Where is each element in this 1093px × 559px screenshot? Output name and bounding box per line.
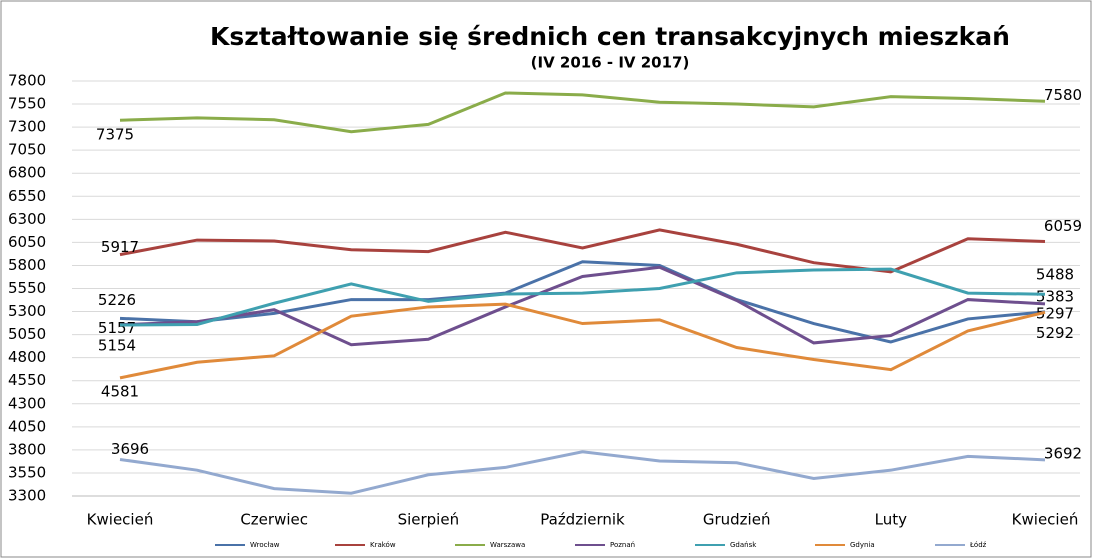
series-line [119,228,1046,274]
series-line [119,260,1046,344]
x-tick-label: Kwiecień [87,511,154,529]
x-tick-label: Grudzień [703,511,771,529]
data-label: 4581 [101,382,139,400]
y-tick-label: 7050 [8,141,46,159]
y-tick-label: 6800 [8,164,46,182]
y-tick-label: 6550 [8,187,46,205]
data-label: 7375 [96,126,134,144]
legend-label: Łódź [969,541,987,549]
y-tick-label: 5550 [8,279,46,297]
chart-subtitle: (IV 2016 - IV 2017) [531,54,690,72]
y-tick-label: 3550 [8,463,46,481]
y-tick-label: 4300 [8,394,46,412]
data-label: 7580 [1044,86,1082,104]
legend-label: Warszawa [490,541,525,549]
y-tick-label: 6300 [8,210,46,228]
chart-title: Kształtowanie się średnich cen transakcy… [210,22,1010,51]
y-tick-label: 4800 [8,348,46,366]
legend-label: Poznań [610,541,635,549]
data-label: 5292 [1036,324,1074,342]
data-label: 5297 [1036,304,1074,322]
data-label: 5917 [101,238,139,256]
x-tick-label: Sierpień [398,511,460,529]
data-label: 5383 [1036,287,1074,305]
x-tick-label: Październik [540,511,625,529]
data-label: 5226 [98,291,136,309]
y-tick-label: 4550 [8,371,46,389]
data-label: 5488 [1036,266,1074,284]
legend-label: Gdańsk [730,541,757,549]
series-line [119,267,1046,327]
x-tick-label: Kwiecień [1012,511,1079,529]
legend-label: Wrocław [250,541,280,549]
x-tick-label: Luty [875,511,907,529]
y-tick-label: 6050 [8,233,46,251]
data-label: 5154 [98,337,136,355]
series-line [119,450,1046,495]
y-tick-label: 3300 [8,487,46,505]
y-tick-label: 7300 [8,118,46,136]
y-tick-label: 5300 [8,302,46,320]
data-label: 6059 [1044,217,1082,235]
legend-label: Kraków [370,541,396,549]
series-line [119,265,1046,347]
y-tick-label: 7550 [8,95,46,113]
data-label: 3696 [111,440,149,458]
legend-label: Gdynia [850,541,875,549]
series-line [119,91,1046,134]
series-line [119,302,1046,380]
data-label: 3692 [1044,444,1082,462]
y-tick-label: 5800 [8,256,46,274]
x-tick-label: Czerwiec [240,511,308,529]
y-tick-label: 4050 [8,417,46,435]
y-tick-label: 3800 [8,440,46,458]
data-label: 5157 [98,319,136,337]
y-tick-label: 7800 [8,72,46,90]
y-tick-label: 5050 [8,325,46,343]
